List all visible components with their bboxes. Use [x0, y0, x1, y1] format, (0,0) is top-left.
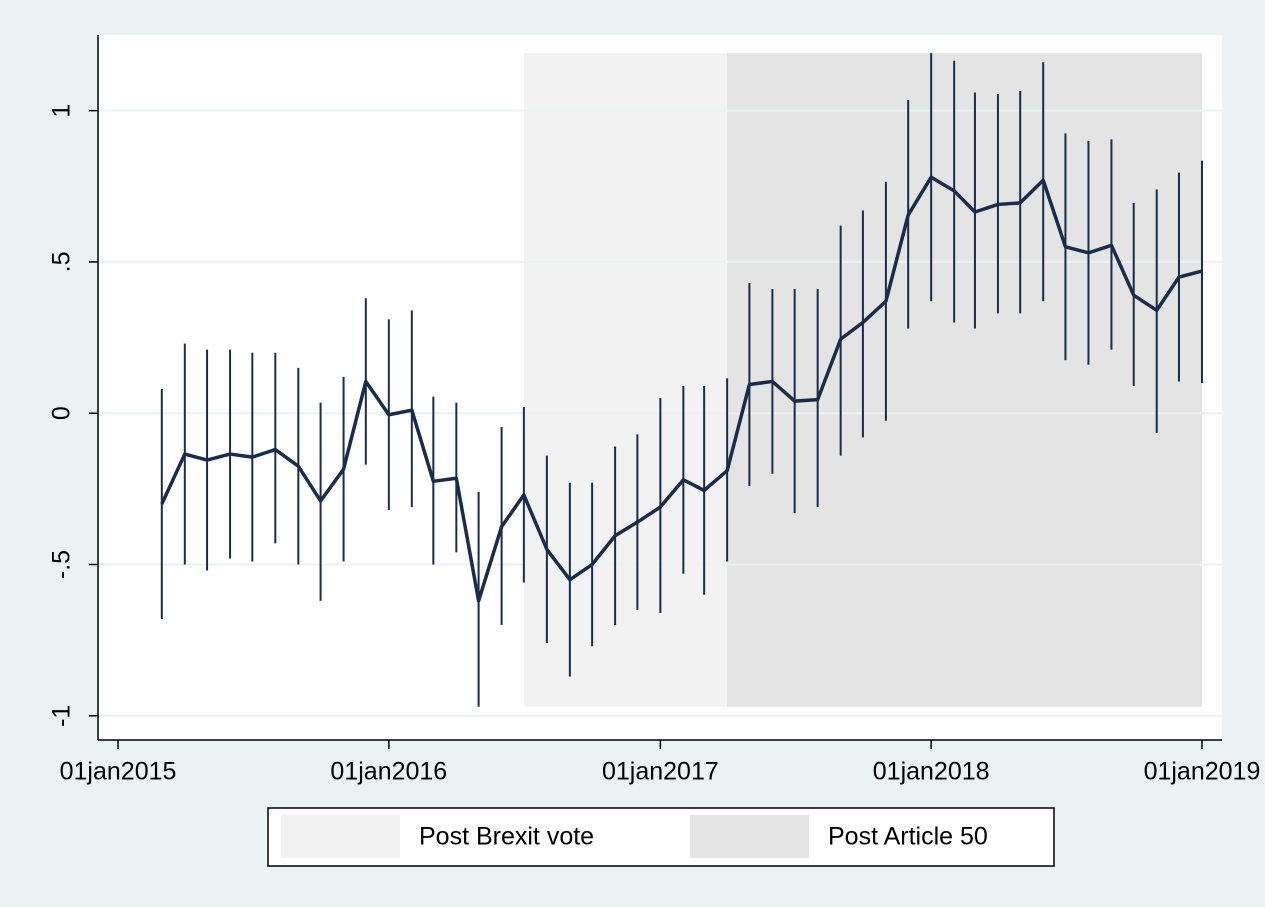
- legend-swatch: [690, 815, 809, 858]
- y-tick-label: -.5: [48, 550, 76, 579]
- legend-label: Post Article 50: [828, 823, 988, 851]
- data: [160, 53, 1203, 707]
- x-tick-label: 01jan2019: [1144, 758, 1261, 786]
- x-tick-label: 01jan2015: [60, 758, 177, 786]
- x-tick-label: 01jan2018: [873, 758, 990, 786]
- axes: -1 -.5 0 .5 1 01jan2015 01jan2016 01jan2017 01ja…: [48, 35, 1261, 786]
- x-tick-label: 01jan2016: [330, 758, 447, 786]
- legend-label: Post Brexit vote: [419, 823, 594, 851]
- legend-swatch: [281, 815, 400, 858]
- line: [160, 175, 1203, 603]
- y-tick-label: 1: [48, 104, 76, 118]
- y-tick-label: -1: [48, 705, 76, 727]
- shaded-region: [727, 53, 1202, 707]
- legend-items: Post Brexit vote Post Article 50: [281, 815, 988, 858]
- y-tick-label: 0: [48, 406, 76, 420]
- shaded-regions: [523, 53, 1202, 707]
- y-tick-label: .5: [48, 252, 76, 273]
- x-tick-label: 01jan2017: [602, 758, 719, 786]
